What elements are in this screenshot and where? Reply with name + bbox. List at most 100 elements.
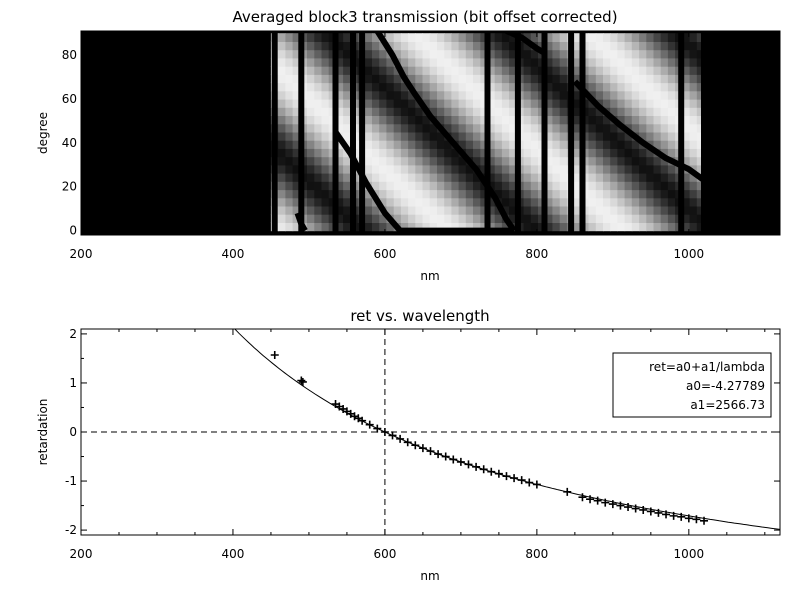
heatmap-cell — [631, 57, 640, 67]
data-point — [487, 467, 496, 476]
heatmap-cell — [364, 173, 373, 182]
heatmap-cell — [335, 82, 344, 92]
heatmap-cell — [285, 74, 294, 84]
heatmap-cell — [610, 107, 618, 116]
top-y-tick-label: 40 — [62, 136, 77, 150]
heatmap-cell — [530, 123, 539, 133]
data-point — [532, 480, 541, 489]
heatmap-cell — [307, 57, 315, 67]
heatmap-cell — [372, 173, 380, 182]
heatmap-cell — [523, 156, 532, 166]
heatmap-cell — [451, 99, 460, 108]
data-point — [525, 478, 534, 487]
heatmap-cell — [559, 115, 568, 125]
heatmap-cell — [639, 99, 647, 108]
heatmap-cell — [372, 222, 380, 232]
heatmap-cell — [278, 205, 286, 215]
heatmap-cell — [617, 107, 626, 116]
heatmap-cell — [400, 189, 409, 199]
heatmap-cell — [574, 189, 582, 199]
heatmap-cell — [646, 57, 655, 67]
data-point — [502, 472, 511, 481]
heatmap-cell — [465, 197, 474, 207]
heatmap-cell — [588, 164, 597, 174]
heatmap-cell — [321, 205, 330, 215]
heatmap-cell — [639, 222, 647, 232]
heatmap-cell — [595, 131, 604, 141]
heatmap-cell — [530, 222, 539, 232]
heatmap-cell — [545, 214, 553, 223]
heatmap-cell — [653, 197, 662, 207]
heatmap-cell — [588, 82, 597, 92]
heatmap-cell — [292, 164, 301, 174]
heatmap-cell — [335, 148, 344, 158]
heatmap-cell — [530, 173, 539, 182]
heatmap-cell — [646, 123, 655, 133]
heatmap-cell — [285, 173, 294, 182]
heatmap-cell — [696, 99, 705, 108]
heatmap-cell — [588, 90, 597, 100]
heatmap-cell — [393, 74, 402, 84]
heatmap-cell — [473, 41, 481, 51]
fit-legend-box — [612, 352, 772, 418]
heatmap-cell — [393, 173, 402, 182]
heatmap-cell — [639, 74, 647, 84]
heatmap-cell — [552, 66, 561, 75]
heatmap-cell — [386, 123, 395, 133]
heatmap-cell — [559, 189, 568, 199]
heatmap-cell — [393, 181, 402, 191]
heatmap-cell — [444, 99, 452, 108]
heatmap-cell — [689, 214, 698, 223]
heatmap-cell — [343, 66, 351, 75]
heatmap-cell — [617, 90, 626, 100]
heatmap-cell — [415, 33, 424, 42]
heatmap-cell — [321, 156, 330, 166]
heatmap-cell — [545, 189, 553, 199]
heatmap-cell — [689, 82, 698, 92]
heatmap-cell — [292, 148, 301, 158]
heatmap-cell — [307, 181, 315, 191]
heatmap-cell — [624, 107, 633, 116]
heatmap-cell — [660, 222, 669, 232]
heatmap-cell — [660, 99, 669, 108]
heatmap-cell — [278, 222, 286, 232]
heatmap-cell — [372, 214, 380, 223]
heatmap-cell — [451, 197, 460, 207]
heatmap-cell — [610, 214, 618, 223]
heatmap-cell — [646, 131, 655, 141]
heatmap-cell — [682, 123, 691, 133]
heatmap-cell — [278, 123, 286, 133]
heatmap-cell — [509, 140, 517, 149]
data-point — [380, 428, 389, 436]
heatmap-cell — [458, 164, 467, 174]
heatmap-cell — [610, 131, 618, 141]
heatmap-cell — [343, 57, 351, 67]
data-point — [677, 512, 686, 521]
heatmap-cell — [386, 41, 395, 51]
heatmap-cell — [364, 214, 373, 223]
bottom-x-tick-label: 600 — [373, 547, 396, 561]
heatmap-cell — [595, 82, 604, 92]
heatmap-cell — [689, 173, 698, 182]
heatmap-cell — [415, 189, 424, 199]
heatmap-cell — [480, 82, 489, 92]
heatmap-cell — [364, 197, 373, 207]
heatmap-cell — [314, 99, 323, 108]
heatmap-cell — [552, 214, 561, 223]
heatmap-cell — [696, 82, 705, 92]
heatmap-cell — [444, 189, 452, 199]
heatmap-cell — [667, 99, 676, 108]
heatmap-cell — [343, 205, 351, 215]
heatmap-cell — [335, 156, 344, 166]
heatmap-cell — [559, 66, 568, 75]
heatmap-cell — [437, 222, 445, 232]
heatmap-cell — [530, 164, 539, 174]
heatmap-cell — [588, 173, 597, 182]
heatmap-cell — [545, 33, 553, 42]
heatmap-cell — [595, 222, 604, 232]
heatmap-cell — [393, 156, 402, 166]
heatmap-cell — [603, 222, 611, 232]
dark-band — [701, 31, 707, 235]
heatmap-cell — [631, 115, 640, 125]
heatmap-cell — [278, 173, 286, 182]
